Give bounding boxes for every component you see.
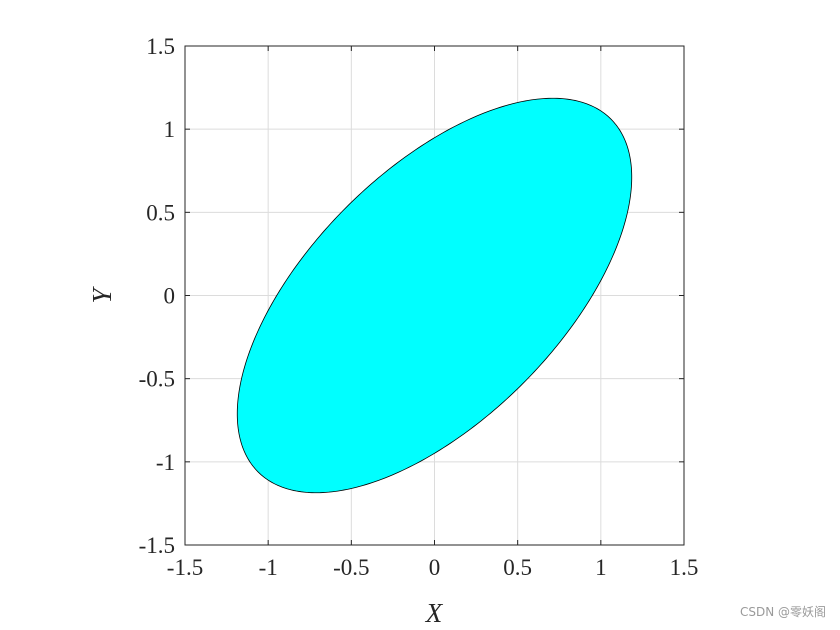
x-tick-label: 0 (429, 555, 441, 580)
watermark: CSDN @零妖阁 (739, 605, 826, 619)
filled-ellipse (236, 97, 633, 494)
x-tick-label: 1.5 (670, 555, 699, 580)
y-tick-label: -1 (156, 450, 175, 475)
y-tick-label: 0.5 (146, 200, 175, 225)
ticks: -1.5 -1 -0.5 0 0.5 1 1.5 -1.5 -1 -0.5 0 0.5 1 1.5 (139, 34, 699, 580)
x-tick-label: 1 (595, 555, 607, 580)
y-axis-label: Y (87, 286, 117, 304)
y-tick-label: 0 (164, 284, 176, 309)
x-axis-label: X (425, 598, 444, 628)
y-tick-label: 1 (164, 117, 176, 142)
x-tick-label: 0.5 (503, 555, 532, 580)
x-tick-label: -1 (259, 555, 278, 580)
y-tick-label: -1.5 (139, 533, 175, 558)
y-tick-label: 1.5 (146, 34, 175, 59)
x-tick-label: -1.5 (167, 555, 203, 580)
x-tick-label: -0.5 (333, 555, 369, 580)
y-tick-label: -0.5 (139, 367, 175, 392)
